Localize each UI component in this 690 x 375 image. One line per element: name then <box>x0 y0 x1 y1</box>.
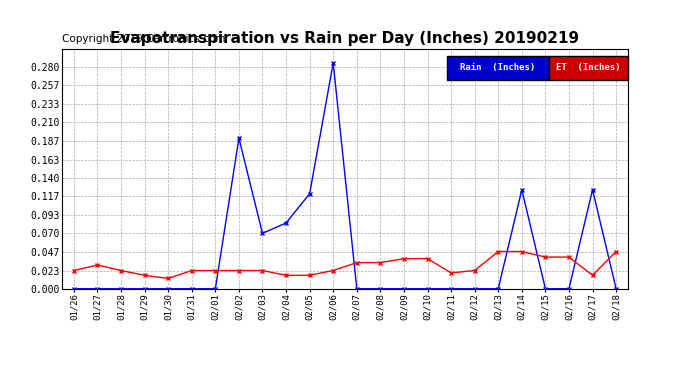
Text: Copyright 2019 Cartronics.com: Copyright 2019 Cartronics.com <box>62 34 226 44</box>
Text: ET  (Inches): ET (Inches) <box>556 63 620 72</box>
Title: Evapotranspiration vs Rain per Day (Inches) 20190219: Evapotranspiration vs Rain per Day (Inch… <box>110 31 580 46</box>
FancyBboxPatch shape <box>447 56 549 80</box>
Text: Rain  (Inches): Rain (Inches) <box>460 63 535 72</box>
FancyBboxPatch shape <box>549 56 628 80</box>
